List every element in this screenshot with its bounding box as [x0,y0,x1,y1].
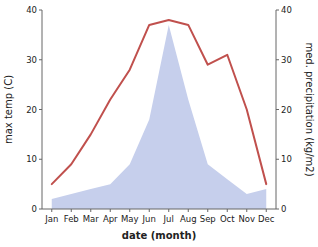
y2-tick-label: 30 [281,55,292,65]
y2-tick-label: 40 [281,5,292,15]
x-tick-label: Apr [103,214,118,224]
x-tick-label: Sep [200,214,216,224]
y-tick-label: 0 [32,204,37,214]
y-tick [39,10,42,11]
y-tick [39,109,42,110]
y2-axis-title: med. precipitation (kg/m2) [304,42,315,176]
x-tick [51,209,52,212]
y-tick [39,59,42,60]
y2-tick-label: 20 [281,105,292,115]
x-tick-label: Jan [44,214,58,224]
y2-tick [276,59,279,60]
x-tick-label: Jun [142,214,156,224]
y-tick [39,209,42,210]
x-tick-label: Feb [64,214,79,224]
x-tick [188,209,189,212]
precipitation-area [52,25,267,209]
x-tick-label: Oct [220,214,235,224]
x-tick [266,209,267,212]
x-tick [129,209,130,212]
x-tick [71,209,72,212]
y2-tick [276,159,279,160]
x-tick [207,209,208,212]
x-tick [168,209,169,212]
y2-tick-label: 0 [281,204,286,214]
x-axis-line [42,209,276,210]
temperature-line [52,20,267,184]
x-tick-label: Jul [163,214,174,224]
x-tick [90,209,91,212]
x-tick-label: Dec [258,214,275,224]
y2-tick-label: 10 [281,154,292,164]
y2-tick [276,109,279,110]
y-tick-label: 20 [26,105,37,115]
x-tick-label: Nov [238,214,255,224]
y-tick-label: 10 [26,154,37,164]
y2-tick [276,209,279,210]
x-tick-label: May [121,214,139,224]
x-tick [149,209,150,212]
x-tick [246,209,247,212]
y2-tick [276,10,279,11]
y-tick-label: 30 [26,55,37,65]
y-tick-label: 40 [26,5,37,15]
y-axis-title: max temp (C) [3,75,14,144]
x-tick [227,209,228,212]
x-tick [110,209,111,212]
x-tick-label: Mar [83,214,100,224]
x-tick-label: Aug [180,214,197,224]
chart: Jan Feb MarAprMayJun Jul AugSep OctNovDec 0 10 2… [0,0,318,247]
x-axis-title: date (month) [122,230,196,241]
y-tick [39,159,42,160]
plot-area [52,20,267,209]
